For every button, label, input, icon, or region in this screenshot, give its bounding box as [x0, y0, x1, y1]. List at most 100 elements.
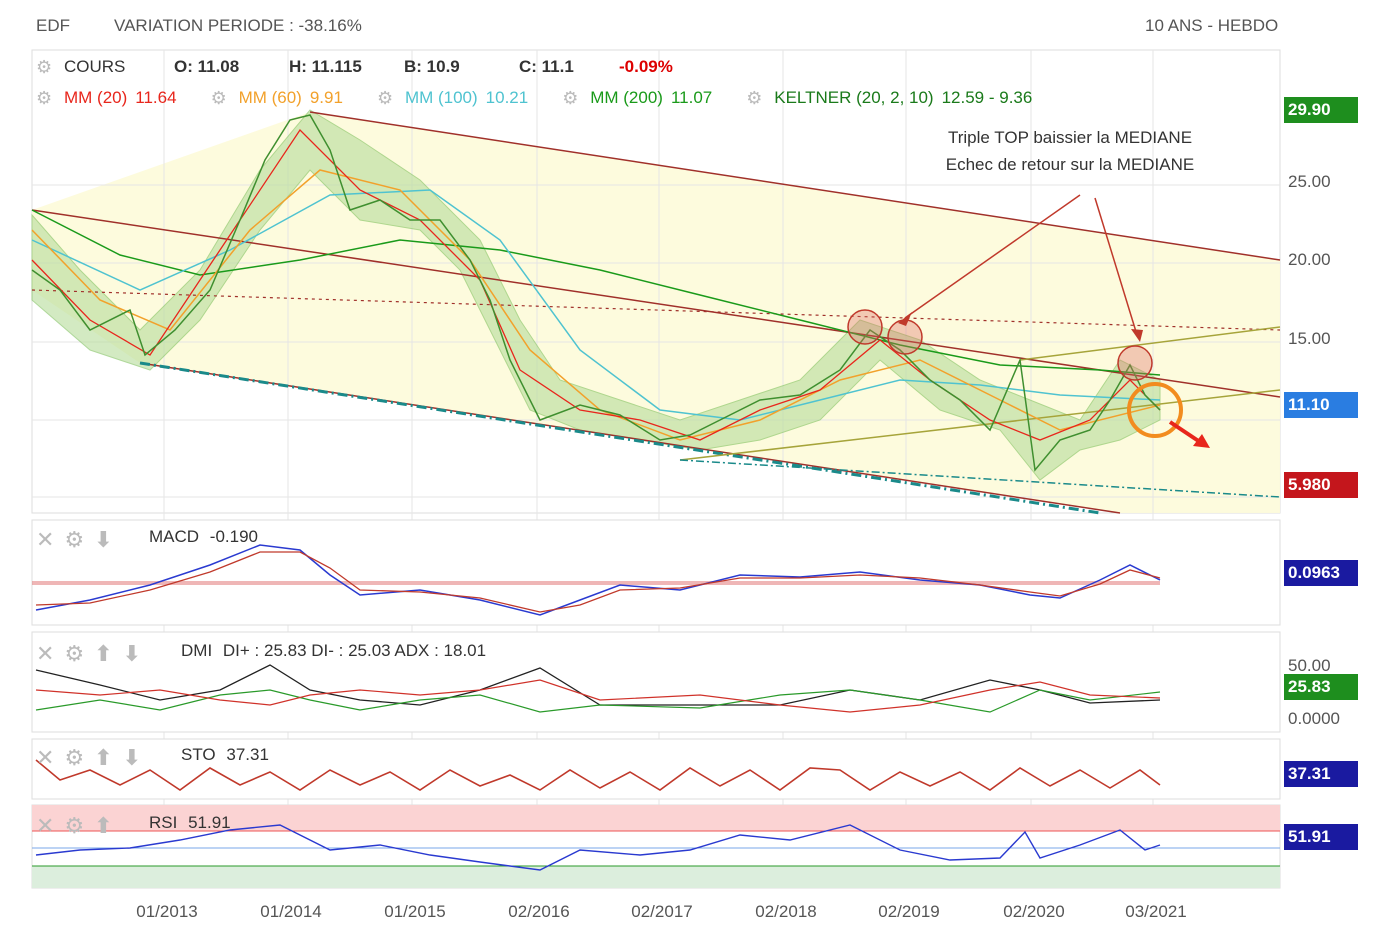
sto-panel	[31, 738, 1281, 800]
gear-icon[interactable]: ⚙	[36, 57, 53, 77]
ma200-label: MM (200)	[590, 88, 663, 107]
dmi-plus-line	[35, 689, 1161, 713]
annotation-arrows	[898, 194, 1210, 448]
rsi-line	[35, 824, 1161, 871]
arrow-up-icon[interactable]: ⬆	[94, 745, 113, 770]
close-icon[interactable]: ✕	[36, 813, 55, 838]
ma100-value: 10.21	[485, 88, 529, 107]
close-icon[interactable]: ✕	[36, 527, 55, 552]
ohlc-legend: ⚙ COURS O: 11.08 H: 11.115 B: 10.9 C: 11…	[36, 57, 673, 77]
price-tag-low: 5.980	[1284, 472, 1358, 498]
sto-value: 37.31	[226, 745, 269, 764]
x-tick-label: 02/2017	[631, 902, 693, 921]
sto-toolbar: ✕ ⚙ ⬆ ⬇	[36, 745, 141, 771]
cours-label: COURS	[64, 57, 126, 76]
rsi-tag: 51.91	[1284, 824, 1358, 850]
rsi-name: RSI	[149, 813, 178, 832]
close-icon[interactable]: ✕	[36, 641, 55, 666]
top-circle-1	[847, 309, 883, 345]
arrow-up-icon[interactable]: ⬆	[94, 641, 113, 666]
keltner-label: KELTNER (20, 2, 10)	[774, 88, 934, 107]
arrow-down-icon[interactable]: ⬇	[122, 745, 142, 770]
annotation-line-2: Echec de retour sur la MEDIANE	[945, 155, 1195, 174]
macd-name: MACD	[149, 527, 200, 546]
low-value: B: 10.9	[404, 57, 460, 76]
price-axis-label: 20.00	[1288, 250, 1331, 269]
ma20-value: 11.64	[135, 88, 177, 107]
annotation-line-1: Triple TOP baissier la MEDIANE	[947, 128, 1193, 147]
x-tick-label: 02/2018	[755, 902, 817, 921]
macd-signal-line	[35, 551, 1161, 613]
close-icon[interactable]: ✕	[36, 745, 55, 770]
price-tag-current: 11.10	[1284, 392, 1358, 418]
gear-icon[interactable]: ⚙	[210, 88, 227, 108]
gear-icon[interactable]: ⚙	[746, 88, 763, 108]
ma200-value: 11.07	[670, 88, 713, 107]
price-axis-label: 15.00	[1288, 329, 1331, 348]
dmi-name: DMI	[181, 641, 213, 660]
gear-icon[interactable]: ⚙	[36, 88, 53, 108]
gear-icon[interactable]: ⚙	[64, 745, 85, 770]
x-tick-label: 02/2019	[878, 902, 940, 921]
sto-line	[35, 759, 1161, 791]
x-tick-label: 01/2013	[136, 902, 198, 921]
rsi-value: 51.91	[188, 813, 231, 832]
symbol-label: EDF	[36, 16, 70, 35]
gear-icon[interactable]: ⚙	[376, 88, 394, 108]
top-circle-3	[1117, 345, 1153, 381]
dmi-tag: 25.83	[1284, 674, 1358, 700]
arrow-down-icon[interactable]: ⬇	[122, 641, 142, 666]
dmi-axis-bottom: 0.0000	[1288, 709, 1340, 728]
price-tag-top: 29.90	[1284, 97, 1358, 123]
change-value: -0.09%	[619, 57, 673, 76]
macd-label: MACD -0.190	[149, 527, 258, 547]
gear-icon[interactable]: ⚙	[64, 527, 85, 552]
x-tick-label: 01/2014	[260, 902, 322, 921]
price-axis-label: 25.00	[1288, 172, 1331, 191]
ma60-label: MM (60)	[238, 88, 302, 107]
rsi-toolbar: ✕ ⚙ ⬆	[36, 813, 113, 839]
sto-tag: 37.31	[1284, 761, 1358, 787]
dmi-axis-top: 50.00	[1288, 656, 1331, 675]
x-tick-label: 03/2021	[1125, 902, 1187, 921]
dmi-toolbar: ✕ ⚙ ⬆ ⬇	[36, 641, 141, 667]
ma-200-line	[31, 209, 1161, 376]
dmi-minus-line	[35, 679, 1161, 713]
sto-name: STO	[181, 745, 216, 764]
macd-line	[35, 544, 1161, 616]
gear-icon[interactable]: ⚙	[562, 88, 579, 108]
sto-label: STO 37.31	[181, 745, 269, 765]
rsi-oversold-zone	[32, 866, 1280, 888]
gear-icon[interactable]: ⚙	[64, 813, 85, 838]
open-value: O: 11.08	[174, 57, 240, 76]
x-tick-label: 02/2016	[508, 902, 570, 921]
dmi-panel	[31, 631, 1281, 733]
arrow-down-icon[interactable]: ⬇	[94, 527, 113, 552]
ma20-label: MM (20)	[64, 88, 128, 107]
macd-tag: 0.0963	[1284, 560, 1358, 586]
x-tick-label: 02/2020	[1003, 902, 1065, 921]
rsi-label: RSI 51.91	[149, 813, 231, 833]
ma-20-line	[31, 128, 1161, 441]
macd-value: -0.190	[209, 527, 258, 546]
dmi-adx-line	[35, 664, 1161, 706]
price-line	[31, 114, 1161, 472]
period-label: 10 ANS - HEBDO	[1145, 16, 1279, 35]
close-value: C: 11.1	[519, 57, 574, 76]
ma-60-line	[31, 169, 1161, 441]
high-value: H: 11.115	[289, 57, 362, 76]
macd-toolbar: ✕ ⚙ ⬇	[36, 527, 113, 553]
x-tick-label: 01/2015	[384, 902, 446, 921]
variation-label: VARIATION PERIODE : -38.16%	[114, 16, 362, 35]
gear-icon[interactable]: ⚙	[64, 641, 85, 666]
ma60-value: 9.91	[309, 88, 343, 107]
indicator-legend: ⚙ MM (20) 11.64 ⚙ MM (60) 9.91 ⚙ MM (100…	[36, 88, 1032, 108]
rsi-overbought-zone	[32, 805, 1280, 831]
arrow-up-icon[interactable]: ⬆	[94, 813, 113, 838]
dmi-label: DMI DI+ : 25.83 DI- : 25.03 ADX : 18.01	[181, 641, 486, 661]
keltner-value: 12.59 - 9.36	[941, 88, 1033, 107]
ma100-label: MM (100)	[404, 88, 478, 107]
current-circle	[1127, 382, 1183, 438]
dmi-values: DI+ : 25.83 DI- : 25.03 ADX : 18.01	[222, 641, 487, 660]
